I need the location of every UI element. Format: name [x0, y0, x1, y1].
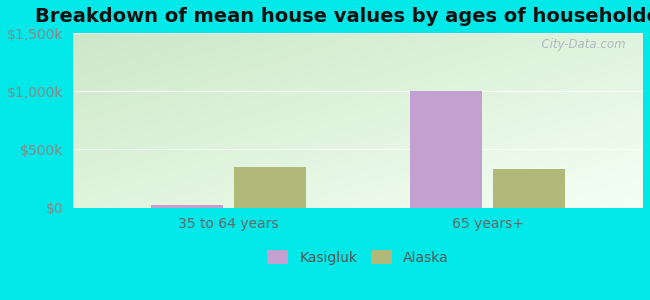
Bar	[151, 205, 224, 208]
Legend: Kasigluk, Alaska: Kasigluk, Alaska	[262, 244, 454, 271]
Title: Breakdown of mean house values by ages of householders: Breakdown of mean house values by ages o…	[35, 7, 650, 26]
Bar	[493, 169, 566, 208]
Bar	[410, 91, 482, 208]
Bar	[234, 167, 306, 208]
Text: City-Data.com: City-Data.com	[534, 38, 626, 51]
